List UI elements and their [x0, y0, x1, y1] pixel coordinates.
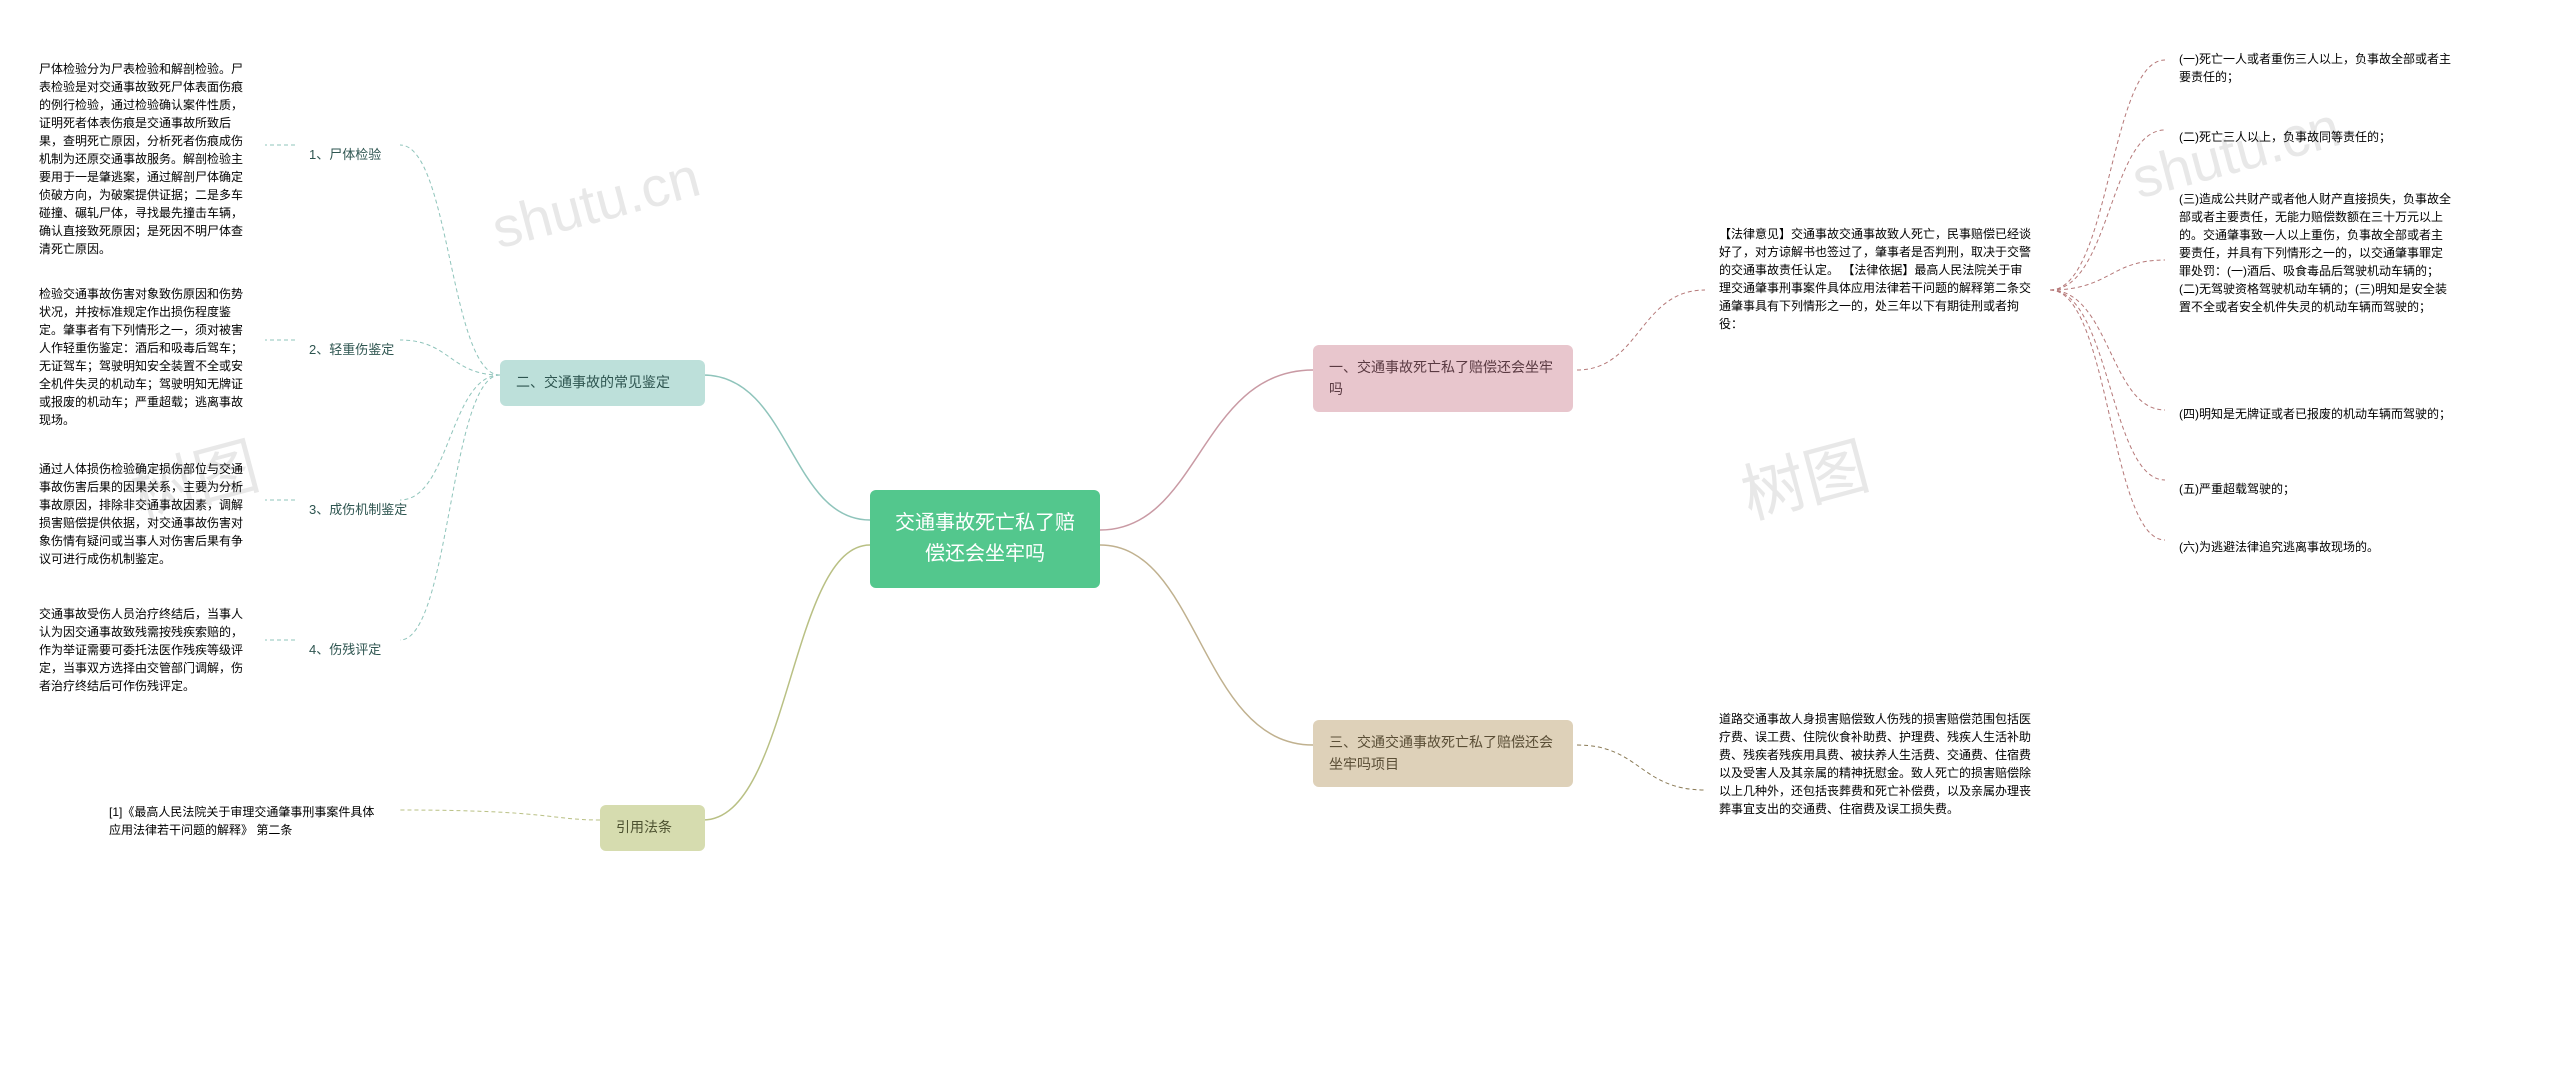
section-2-item-4-detail: 交通事故受伤人员治疗终结后，当事人认为因交通事故致残需按残疾索赔的，作为举证需要… — [25, 595, 265, 705]
section-1-title[interactable]: 一、交通事故死亡私了赔偿还会坐牢吗 — [1313, 345, 1573, 412]
center-topic[interactable]: 交通事故死亡私了赔偿还会坐牢吗 — [870, 490, 1100, 588]
section-1-item-2: (二)死亡三人以上，负事故同等责任的； — [2165, 118, 2465, 156]
section-2-item-4-label[interactable]: 4、伤残评定 — [295, 630, 395, 670]
section-2-item-1-label[interactable]: 1、尸体检验 — [295, 135, 395, 175]
section-1-item-1: (一)死亡一人或者重伤三人以上，负事故全部或者主要责任的； — [2165, 40, 2465, 96]
section-3-detail: 道路交通事故人身损害赔偿致人伤残的损害赔偿范围包括医疗费、误工费、住院伙食补助费… — [1705, 700, 2045, 828]
section-2-item-3-detail: 通过人体损伤检验确定损伤部位与交通事故伤害后果的因果关系，主要为分析事故原因，排… — [25, 450, 265, 578]
citation-detail: [1]《最高人民法院关于审理交通肇事刑事案件具体应用法律若干问题的解释》 第二条 — [95, 793, 395, 849]
section-2-item-1-detail: 尸体检验分为尸表检验和解剖检验。尸表检验是对交通事故致死尸体表面伤痕的例行检验，… — [25, 50, 265, 268]
citation-title[interactable]: 引用法条 — [600, 805, 705, 851]
section-1-item-3: (三)造成公共财产或者他人财产直接损失，负事故全部或者主要责任，无能力赔偿数额在… — [2165, 180, 2465, 326]
section-2-item-3-label[interactable]: 3、成伤机制鉴定 — [295, 490, 421, 530]
section-2-item-2-detail: 检验交通事故伤害对象致伤原因和伤势状况，并按标准规定作出损伤程度鉴定。肇事者有下… — [25, 275, 265, 439]
section-1-item-6: (六)为逃避法律追究逃离事故现场的。 — [2165, 528, 2465, 566]
section-2-title[interactable]: 二、交通事故的常见鉴定 — [500, 360, 705, 406]
section-2-item-2-label[interactable]: 2、轻重伤鉴定 — [295, 330, 408, 370]
section-1-item-4: (四)明知是无牌证或者已报废的机动车辆而驾驶的； — [2165, 395, 2465, 433]
section-3-title[interactable]: 三、交通交通事故死亡私了赔偿还会坐牢吗项目 — [1313, 720, 1573, 787]
section-1-item-5: (五)严重超载驾驶的； — [2165, 470, 2465, 508]
section-1-legal-opinion: 【法律意见】交通事故交通事故致人死亡，民事赔偿已经谈好了，对方谅解书也签过了，肇… — [1705, 215, 2045, 343]
watermark: 树图 — [1730, 415, 1877, 537]
watermark: shutu.cn — [485, 144, 706, 262]
